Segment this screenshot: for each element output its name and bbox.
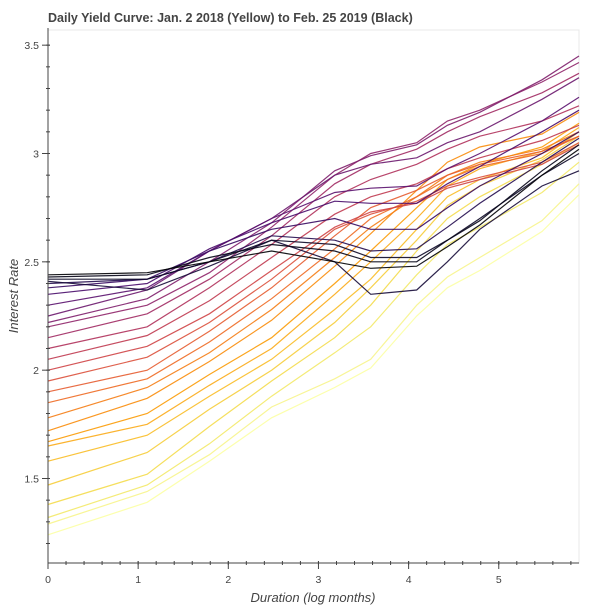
yield-curve-line-11 bbox=[47, 135, 580, 393]
x-tick-label: 4 bbox=[406, 574, 412, 586]
yield-curve-line-5 bbox=[47, 131, 580, 462]
x-tick-label: 0 bbox=[45, 574, 51, 586]
y-tick-label: 3 bbox=[33, 149, 39, 161]
yield-curve-line-14 bbox=[47, 124, 580, 360]
x-tick-label: 1 bbox=[135, 574, 141, 586]
yield-curve-line-21 bbox=[47, 109, 580, 295]
yield-curve-line-10 bbox=[47, 135, 580, 404]
yield-curve-line-20 bbox=[47, 96, 580, 306]
yield-curve-line-22 bbox=[47, 131, 580, 289]
y-tick-label: 3.5 bbox=[24, 40, 39, 52]
plot-frame bbox=[47, 29, 580, 564]
yield-curve-line-13 bbox=[47, 144, 580, 371]
yield-curve-line-3 bbox=[47, 142, 580, 506]
yield-curve-line-26 bbox=[47, 144, 580, 278]
x-tick-label: 5 bbox=[496, 574, 502, 586]
yield-curve-line-9 bbox=[47, 131, 580, 419]
x-axis-label: Duration (log months) bbox=[251, 590, 376, 605]
yield-curve-line-12 bbox=[47, 142, 580, 382]
yield-curve-line-4 bbox=[47, 135, 580, 486]
yield-curve-line-15 bbox=[47, 105, 580, 350]
y-tick-label: 1.5 bbox=[24, 474, 39, 486]
yield-curve-line-0 bbox=[47, 194, 580, 536]
yield-curve-line-27 bbox=[47, 148, 580, 276]
chart-title: Daily Yield Curve: Jan. 2 2018 (Yellow) … bbox=[48, 11, 413, 25]
yield-curve-line-1 bbox=[47, 183, 580, 525]
yield-curve-line-2 bbox=[47, 161, 580, 519]
axes: 0 1 2 3 4 5 1.5 2 2.5 3 3.5 bbox=[24, 28, 579, 586]
y-tick-label: 2.5 bbox=[24, 257, 39, 269]
series-lines bbox=[47, 55, 580, 536]
y-axis-label: Interest Rate bbox=[6, 259, 21, 333]
x-tick-label: 3 bbox=[316, 574, 322, 586]
yield-curve-line-24 bbox=[47, 170, 580, 295]
y-tick-label: 2 bbox=[33, 365, 39, 377]
yield-curve-line-19 bbox=[47, 77, 580, 317]
x-tick-label: 2 bbox=[225, 574, 231, 586]
